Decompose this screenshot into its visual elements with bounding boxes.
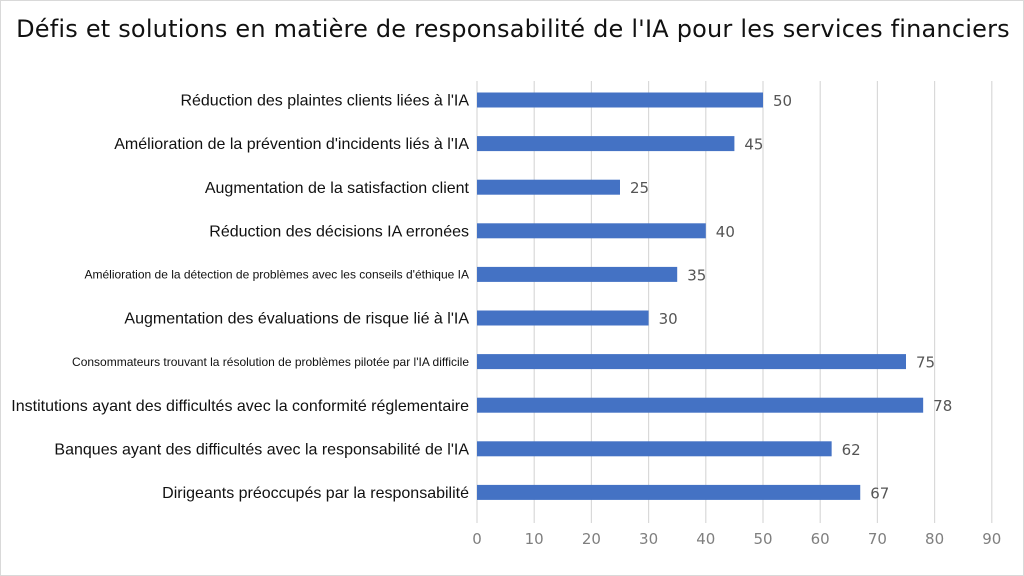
value-label: 67 bbox=[870, 484, 889, 502]
bar bbox=[477, 354, 906, 370]
x-tick-label: 20 bbox=[582, 530, 601, 548]
bar bbox=[477, 179, 620, 195]
value-label: 45 bbox=[744, 136, 763, 154]
category-label: Banques ayant des difficultés avec la re… bbox=[54, 441, 469, 458]
bar bbox=[477, 223, 706, 239]
bars bbox=[477, 92, 924, 500]
bar bbox=[477, 310, 649, 326]
x-tick-label: 90 bbox=[982, 530, 1001, 548]
x-tick-label: 0 bbox=[472, 530, 482, 548]
value-label: 50 bbox=[773, 92, 792, 110]
bar bbox=[477, 136, 735, 152]
category-label: Augmentation des évaluations de risque l… bbox=[124, 311, 469, 328]
x-tick-label: 50 bbox=[753, 530, 772, 548]
x-axis-ticks: 0 10 20 30 40 50 60 70 80 90 bbox=[472, 530, 1001, 548]
value-label: 62 bbox=[842, 441, 861, 459]
value-label: 75 bbox=[916, 354, 935, 372]
x-tick-label: 30 bbox=[639, 530, 658, 548]
chart-title: Défis et solutions en matière de respons… bbox=[16, 15, 1010, 43]
value-label: 25 bbox=[630, 179, 649, 197]
x-tick-label: 80 bbox=[925, 530, 944, 548]
x-tick-label: 10 bbox=[525, 530, 544, 548]
value-labels: 50 45 25 40 35 30 75 78 62 67 bbox=[630, 92, 952, 502]
category-label: Réduction des plaintes clients liées à l… bbox=[180, 93, 469, 110]
category-label: Dirigeants préoccupés par la responsabil… bbox=[162, 485, 469, 502]
value-label: 40 bbox=[716, 223, 735, 241]
bar bbox=[477, 92, 763, 108]
category-label: Amélioration de la détection de problème… bbox=[84, 268, 469, 282]
x-tick-label: 70 bbox=[868, 530, 887, 548]
bar bbox=[477, 441, 832, 457]
bar bbox=[477, 484, 861, 500]
x-tick-label: 40 bbox=[696, 530, 715, 548]
category-label: Augmentation de la satisfaction client bbox=[205, 180, 470, 197]
bar bbox=[477, 397, 924, 413]
category-labels: Réduction des plaintes clients liées à l… bbox=[11, 93, 469, 502]
value-label: 35 bbox=[687, 266, 706, 284]
category-label: Amélioration de la prévention d'incident… bbox=[114, 136, 469, 153]
category-label: Réduction des décisions IA erronées bbox=[209, 223, 469, 240]
bar bbox=[477, 266, 678, 282]
category-label: Institutions ayant des difficultés avec … bbox=[11, 398, 469, 415]
value-label: 78 bbox=[933, 397, 952, 415]
category-label: Consommateurs trouvant la résolution de … bbox=[72, 355, 469, 369]
value-label: 30 bbox=[659, 310, 678, 328]
x-tick-label: 60 bbox=[811, 530, 830, 548]
